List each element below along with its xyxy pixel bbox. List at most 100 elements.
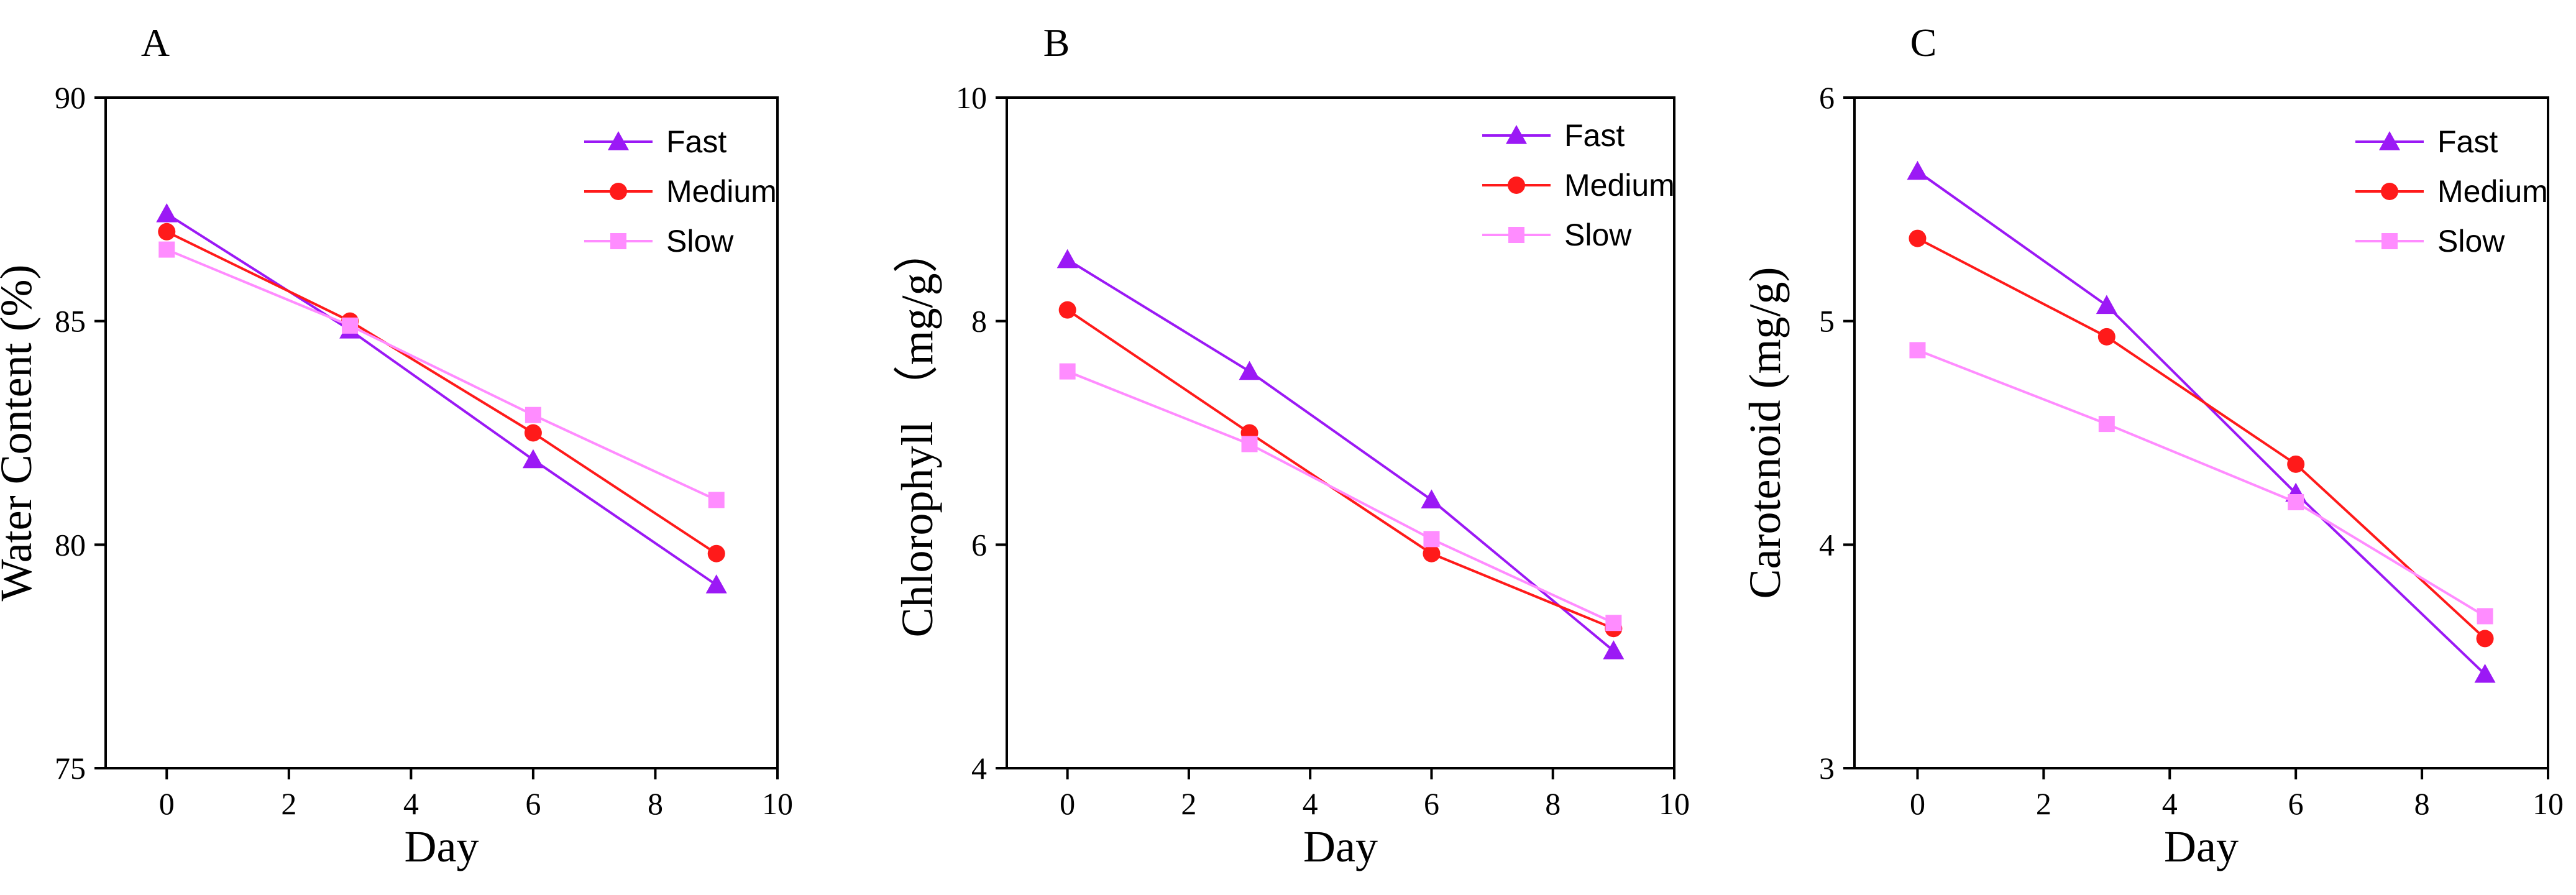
chart-panel-b: B 0 2 4 6 8 10 4 6 8 10 Day Chlorophyll （mg/g） Fast Me… xyxy=(892,21,1690,871)
data-point-slow xyxy=(1241,436,1258,452)
y-tick-label: 3 xyxy=(1819,751,1835,786)
x-tick-label: 6 xyxy=(525,786,541,821)
series-fast xyxy=(1907,160,2496,683)
y-tick-label: 85 xyxy=(55,304,86,339)
panel-label: B xyxy=(1043,21,1070,65)
x-axis-title: Day xyxy=(2164,822,2239,871)
series-medium xyxy=(1909,229,2494,648)
x-tick-label: 6 xyxy=(2288,786,2304,821)
data-point-fast xyxy=(1907,160,1928,180)
x-axis-title: Day xyxy=(405,822,479,871)
data-point-slow xyxy=(1423,531,1440,548)
legend-marker-fast xyxy=(608,131,629,150)
x-tick-label: 4 xyxy=(1303,786,1318,821)
x-tick-label: 6 xyxy=(1424,786,1439,821)
series-slow xyxy=(1909,342,2493,625)
series-line-fast xyxy=(1066,259,1615,652)
axis-frame xyxy=(1006,96,1675,769)
legend-label-medium: Medium xyxy=(1564,168,1675,203)
legend-label-medium: Medium xyxy=(666,174,777,209)
y-tick-label: 80 xyxy=(55,527,86,562)
y-tick-label: 6 xyxy=(1819,80,1835,115)
legend: Fast Medium Slow xyxy=(1482,118,1675,252)
legend-marker-medium xyxy=(2381,183,2398,200)
data-point-slow xyxy=(525,406,541,423)
data-point-slow xyxy=(342,317,359,334)
data-point-slow xyxy=(1059,363,1076,380)
y-axis-title: Water Content (%) xyxy=(0,264,41,601)
legend-marker-medium xyxy=(610,183,627,200)
data-point-slow xyxy=(2288,493,2304,510)
x-tick-label: 0 xyxy=(1910,786,1925,821)
data-point-fast xyxy=(2096,295,2117,314)
legend-label-slow: Slow xyxy=(1564,218,1632,252)
series-slow xyxy=(158,241,725,508)
data-point-medium xyxy=(158,223,176,241)
data-point-medium xyxy=(1058,301,1076,319)
y-tick-label: 75 xyxy=(55,751,86,786)
x-tick-label: 2 xyxy=(2036,786,2051,821)
y-tick-label: 5 xyxy=(1819,304,1835,339)
data-point-medium xyxy=(707,544,725,562)
legend-marker-slow xyxy=(1508,227,1524,243)
series-line-medium xyxy=(166,231,717,555)
axis-frame xyxy=(104,96,779,769)
data-point-fast xyxy=(1057,249,1078,268)
data-point-medium xyxy=(1423,544,1441,562)
series-line-slow xyxy=(1917,349,2486,618)
data-point-medium xyxy=(2097,328,2115,346)
panel-label: C xyxy=(1910,21,1937,65)
data-point-fast xyxy=(2474,663,2496,683)
data-point-fast xyxy=(522,449,544,469)
series-line-slow xyxy=(166,248,717,502)
y-tick-label: 10 xyxy=(956,80,987,115)
series-line-medium xyxy=(1917,237,2486,640)
x-tick-label: 8 xyxy=(2414,786,2430,821)
legend-label-slow: Slow xyxy=(2437,224,2505,259)
y-axis-title: Carotenoid (mg/g) xyxy=(1740,267,1790,599)
x-tick-label: 2 xyxy=(1181,786,1196,821)
data-point-fast xyxy=(156,203,178,223)
legend-marker-fast xyxy=(1506,125,1527,144)
x-axis-title: Day xyxy=(1303,822,1378,871)
x-tick-label: 4 xyxy=(403,786,419,821)
x-tick-label: 0 xyxy=(159,786,175,821)
x-tick-label: 8 xyxy=(1545,786,1561,821)
data-point-slow xyxy=(1605,615,1622,631)
legend-marker-slow xyxy=(610,233,626,249)
x-tick-label: 10 xyxy=(762,786,793,821)
data-point-fast xyxy=(1603,640,1625,659)
panel-label: A xyxy=(141,21,170,65)
x-tick-label: 2 xyxy=(281,786,296,821)
x-tick-label: 10 xyxy=(2532,786,2564,821)
x-tick-label: 8 xyxy=(648,786,663,821)
chart-panel-c: C 0 2 4 6 8 10 3 4 5 6 Day Carotenoid (mg/g) Fast Medi… xyxy=(1740,21,2564,871)
data-point-fast xyxy=(1421,489,1442,508)
series-line-medium xyxy=(1066,309,1615,630)
data-point-slow xyxy=(1909,342,1926,359)
y-tick-label: 90 xyxy=(55,80,86,115)
data-point-slow xyxy=(158,241,175,258)
data-point-fast xyxy=(1239,360,1260,380)
x-tick-label: 10 xyxy=(1659,786,1690,821)
series-line-fast xyxy=(1917,170,2486,676)
y-tick-label: 4 xyxy=(971,751,987,786)
data-point-fast xyxy=(705,574,727,594)
chart-panel-a: A 0 2 4 6 8 10 75 80 85 90 Day Water Content (%) Fast… xyxy=(0,21,793,871)
data-point-slow xyxy=(708,492,725,508)
series-fast xyxy=(1057,249,1625,659)
legend-label-fast: Fast xyxy=(2437,124,2498,159)
series-line-fast xyxy=(166,213,717,586)
legend-label-slow: Slow xyxy=(666,224,734,259)
legend-label-medium: Medium xyxy=(2437,174,2548,209)
legend: Fast Medium Slow xyxy=(584,124,777,259)
series-slow xyxy=(1059,363,1622,631)
series-medium xyxy=(158,223,725,562)
series-line-slow xyxy=(1066,370,1615,625)
data-point-medium xyxy=(2476,630,2494,648)
data-point-medium xyxy=(2287,455,2305,473)
data-point-slow xyxy=(2477,608,2493,625)
legend-marker-medium xyxy=(1508,177,1525,194)
legend-marker-slow xyxy=(2381,233,2398,249)
